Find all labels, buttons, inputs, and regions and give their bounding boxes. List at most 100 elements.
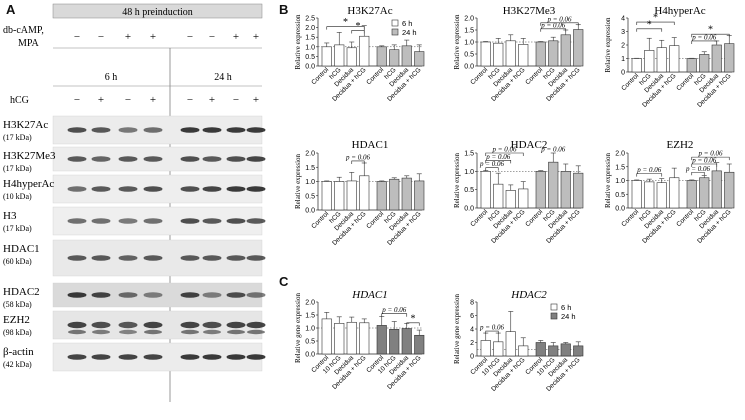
bar bbox=[493, 341, 504, 357]
x-tick-label: Decidua + hCG bbox=[386, 66, 423, 103]
blot-band bbox=[180, 292, 200, 298]
x-tick-label: Decidua + hCG bbox=[545, 208, 582, 245]
blot-row-kda: (42 kDa) bbox=[3, 360, 32, 369]
blot-band bbox=[91, 255, 111, 261]
significance-label: p = 0.06 bbox=[636, 166, 661, 174]
x-tick-label: Control bbox=[524, 208, 544, 228]
hcg-sign: + bbox=[209, 94, 215, 106]
y-axis-label: Relative expression bbox=[604, 17, 612, 73]
blot-row-kda: (17 kDa) bbox=[3, 164, 32, 173]
bar bbox=[401, 45, 412, 67]
bar bbox=[505, 40, 516, 67]
x-tick-label: hCG bbox=[383, 210, 397, 224]
x-tick-label: Decidua + hCG bbox=[696, 72, 733, 109]
x-tick-label: Decidua + hCG bbox=[641, 72, 678, 109]
y-tick-label: 0.5 bbox=[305, 339, 315, 346]
significance-label: p = 0.06 bbox=[479, 324, 504, 332]
y-tick-label: 0.5 bbox=[464, 52, 474, 59]
chart-title: H4hyperAc bbox=[654, 5, 705, 17]
x-tick-label: Decidua bbox=[388, 354, 410, 376]
bar bbox=[656, 182, 667, 209]
y-tick-label: 1.5 bbox=[615, 164, 625, 171]
bar bbox=[493, 42, 504, 67]
blot-row-name: H3 bbox=[3, 210, 17, 222]
significance-label: p = 0.06 bbox=[381, 306, 406, 314]
x-tick-label: Control bbox=[524, 66, 544, 86]
significance-label: * bbox=[708, 25, 713, 36]
bar bbox=[631, 180, 642, 209]
bar bbox=[631, 58, 642, 73]
y-tick-label: 2.0 bbox=[305, 300, 315, 307]
y-tick-label: 8 bbox=[470, 300, 474, 307]
blot-band bbox=[91, 156, 111, 162]
significance-label: p = 0.06 bbox=[691, 157, 716, 165]
bar bbox=[334, 44, 345, 67]
y-tick-label: 1.5 bbox=[464, 28, 474, 35]
bar bbox=[518, 188, 529, 209]
significance-label: p = 0.06 bbox=[698, 150, 723, 158]
legend-swatch bbox=[391, 28, 399, 36]
blot-band bbox=[226, 156, 246, 162]
bar bbox=[389, 49, 400, 67]
blot-band bbox=[246, 156, 266, 162]
y-tick-label: 0.5 bbox=[615, 192, 625, 199]
bar bbox=[644, 50, 655, 73]
blot-band bbox=[143, 186, 163, 192]
x-tick-label: Control bbox=[524, 356, 544, 376]
bar bbox=[334, 323, 345, 355]
x-tick-label: Decidua bbox=[388, 210, 410, 232]
blot-band bbox=[180, 127, 200, 133]
bar bbox=[346, 180, 357, 211]
y-tick-label: 1.0 bbox=[305, 179, 315, 186]
bar bbox=[414, 334, 425, 355]
significance-bracket bbox=[636, 173, 663, 177]
blot-band-lower bbox=[144, 329, 162, 335]
chart-title: HDAC2 bbox=[511, 139, 548, 151]
y-tick-label: 4 bbox=[470, 327, 474, 334]
bar bbox=[334, 181, 345, 211]
blot-band bbox=[202, 292, 222, 298]
blot-band bbox=[118, 156, 138, 162]
y-tick-label: 1.0 bbox=[464, 169, 474, 176]
blot-band bbox=[226, 127, 246, 133]
bar bbox=[535, 342, 546, 357]
chart-7: HDAC2 Relative gene expression 0 2 4 6 8 Contro… bbox=[453, 289, 584, 393]
chart-title: HDAC1 bbox=[351, 289, 387, 301]
bar bbox=[686, 58, 697, 73]
significance-bracket bbox=[691, 163, 718, 167]
x-tick-label: 10 hCG bbox=[322, 354, 343, 375]
bar bbox=[359, 175, 370, 211]
treatment-sign: + bbox=[233, 31, 239, 43]
bar bbox=[724, 43, 735, 73]
blot-band bbox=[118, 354, 138, 360]
blot-row-name: H4hyperAc bbox=[3, 178, 54, 190]
y-tick-label: 2.0 bbox=[305, 151, 315, 158]
significance-label: * bbox=[356, 21, 361, 32]
blot-band bbox=[202, 186, 222, 192]
significance-bracket bbox=[485, 330, 499, 335]
y-axis-label: Relative expression bbox=[453, 152, 461, 208]
bar bbox=[535, 41, 546, 67]
y-tick-label: 2.5 bbox=[305, 16, 315, 23]
x-tick-label: Decidua + hCG bbox=[545, 356, 582, 393]
blot-band bbox=[226, 218, 246, 224]
y-axis-label: Relative expression bbox=[453, 14, 461, 70]
chart-2: H4hyperAc Relative expression 0 1 2 3 4 Control… bbox=[604, 5, 735, 109]
significance-bracket bbox=[485, 160, 512, 164]
blot-band bbox=[246, 186, 266, 192]
bar bbox=[414, 180, 425, 211]
blot-band bbox=[67, 218, 87, 224]
x-tick-label: Decidua bbox=[547, 208, 569, 230]
x-tick-label: hCG bbox=[638, 72, 652, 86]
blot-band bbox=[143, 218, 163, 224]
x-tick-label: hCG bbox=[328, 66, 342, 80]
significance-label: * bbox=[343, 17, 348, 28]
blot-band bbox=[91, 321, 111, 329]
significance-bracket bbox=[381, 313, 408, 317]
bar bbox=[699, 54, 710, 73]
blot-row-kda: (60 kDa) bbox=[3, 257, 32, 266]
y-tick-label: 0 bbox=[470, 354, 474, 361]
y-tick-label: 0.0 bbox=[305, 64, 315, 71]
blot-band bbox=[180, 186, 200, 192]
treatment-sign: − bbox=[187, 31, 193, 43]
